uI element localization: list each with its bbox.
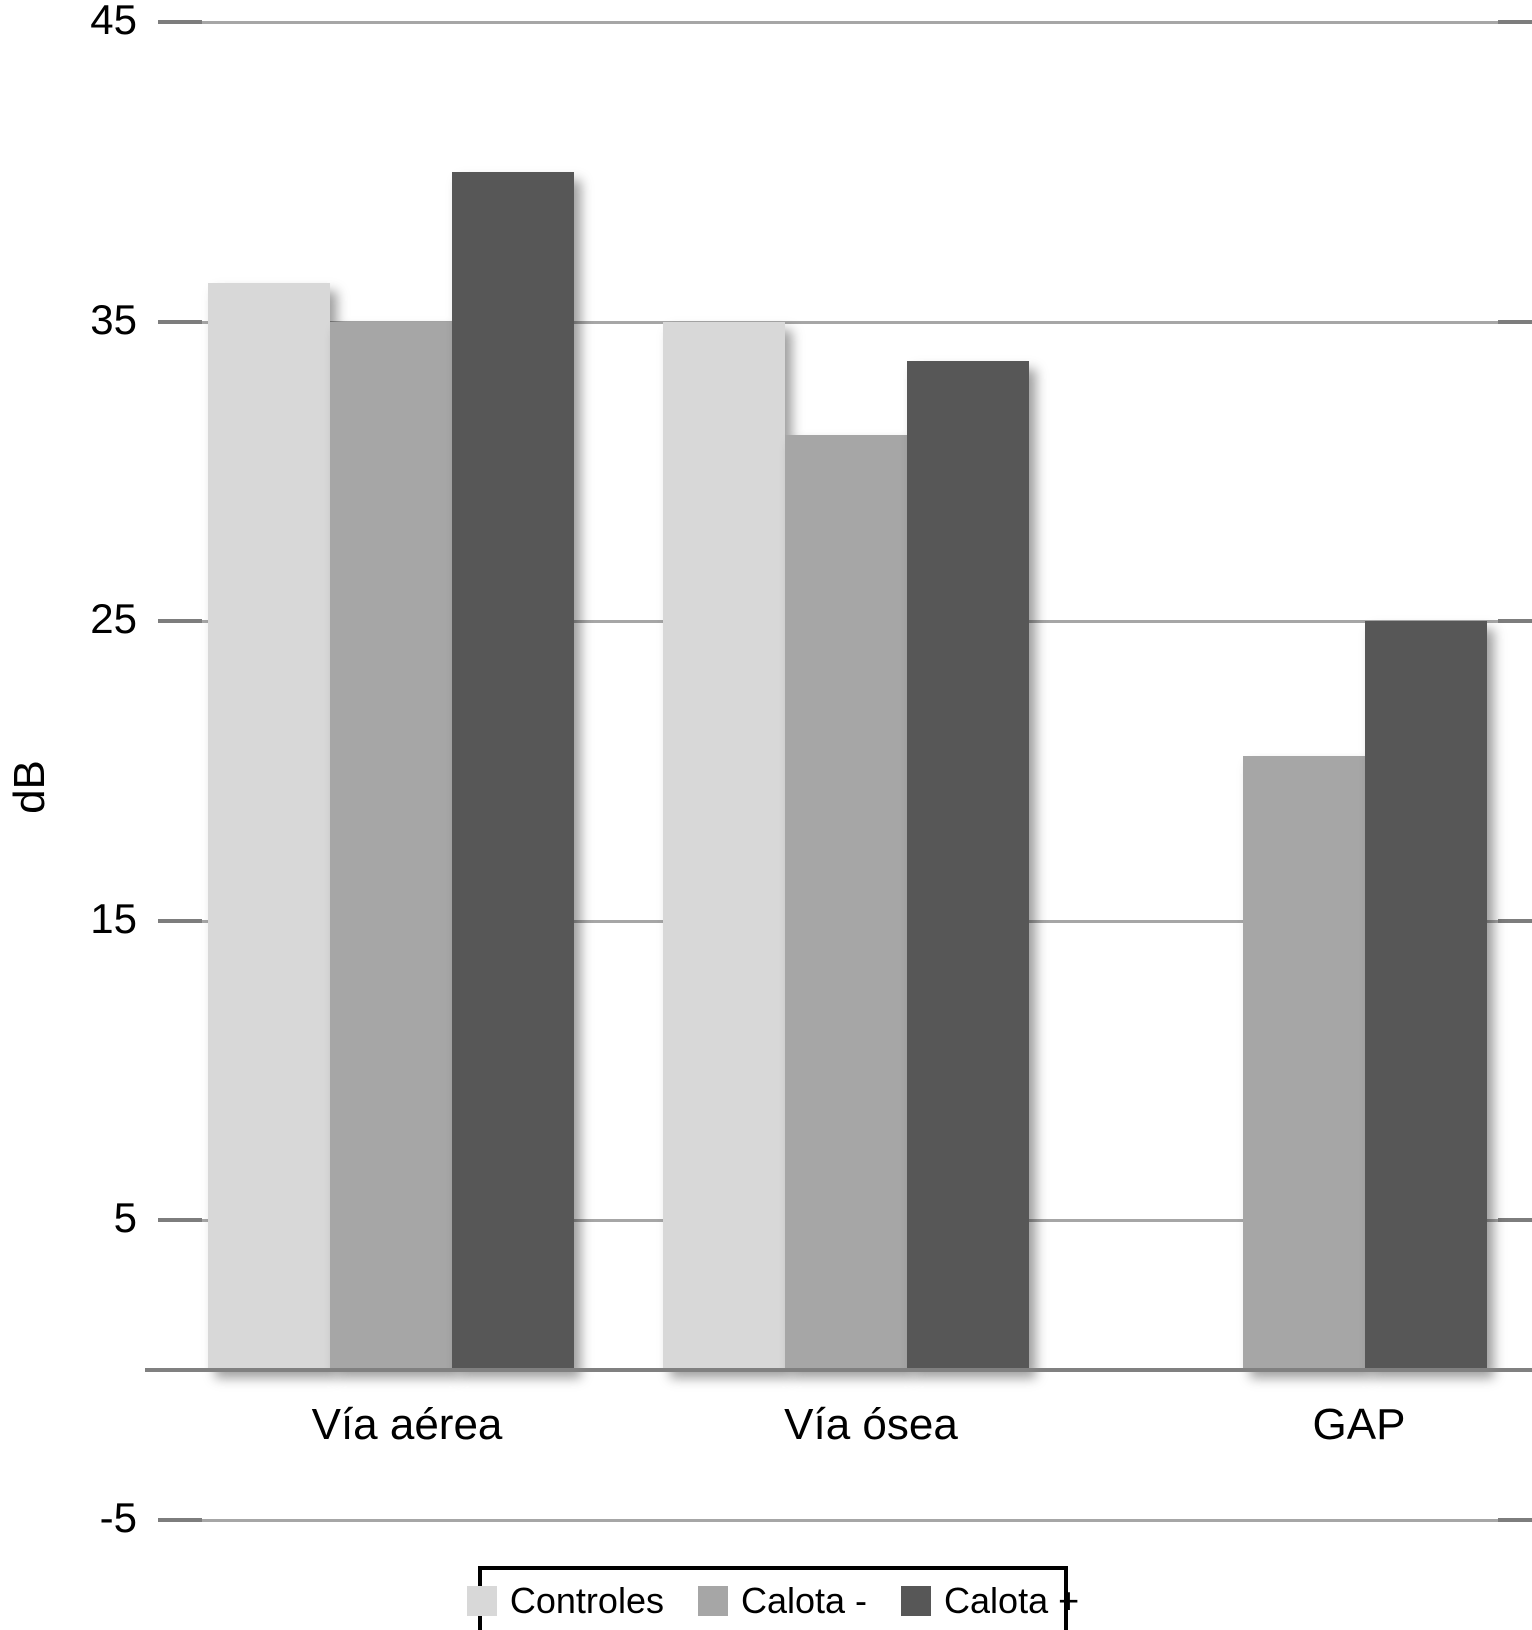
y-tick-mark-left <box>158 20 202 24</box>
y-tick-label: 25 <box>90 595 137 643</box>
y-axis-label: dB <box>5 760 54 814</box>
legend-swatch <box>901 1586 932 1616</box>
gridline--5 <box>158 1519 1532 1522</box>
legend-item-Calota-: Calota - <box>697 1580 868 1622</box>
bar-Calota--1 <box>785 435 907 1371</box>
y-tick-mark-right <box>1498 20 1532 24</box>
y-tick-label: 35 <box>90 295 137 343</box>
legend-item-Controles: Controles <box>466 1580 664 1622</box>
bar-Calota+-1 <box>907 360 1029 1371</box>
legend-swatch <box>466 1586 497 1616</box>
y-tick-mark-right <box>1498 1218 1532 1223</box>
bar-Calota+-0 <box>452 171 574 1371</box>
gridline-35 <box>158 320 1532 324</box>
bar-Controles-1 <box>663 321 785 1371</box>
category-label-1: Vía ósea <box>784 1400 958 1449</box>
legend-label: Calota + <box>944 1580 1080 1621</box>
bar-Calota--2 <box>1243 756 1365 1371</box>
y-tick-mark-left <box>158 619 202 624</box>
bar-Calota--0 <box>330 321 452 1371</box>
bar-Controles-0 <box>208 282 330 1371</box>
category-label-0: Vía aérea <box>311 1400 503 1449</box>
x-axis-line <box>145 1368 1532 1373</box>
y-tick-mark-left <box>158 319 202 324</box>
y-tick-mark-right <box>1498 918 1532 923</box>
legend-label: Calota - <box>740 1580 868 1621</box>
y-tick-mark-right <box>1498 1518 1532 1522</box>
y-tick-mark-left <box>158 1218 202 1223</box>
y-tick-mark-left <box>158 918 202 923</box>
y-tick-label: 5 <box>113 1194 137 1242</box>
y-tick-label: 15 <box>90 894 137 942</box>
legend-box: Controles Calota - Calota + <box>466 1566 1079 1630</box>
legend-item-Calota+: Calota + <box>901 1580 1079 1622</box>
y-tick-label: -5 <box>99 1494 137 1542</box>
y-tick-mark-right <box>1498 619 1532 624</box>
gridline-45 <box>158 21 1532 24</box>
y-tick-mark-left <box>158 1518 202 1522</box>
legend-label: Controles <box>509 1580 664 1621</box>
y-tick-mark-right <box>1498 319 1532 324</box>
bar-Calota+-2 <box>1365 621 1487 1371</box>
legend-swatch <box>697 1586 728 1616</box>
category-label-2: GAP <box>1312 1400 1406 1449</box>
y-tick-label: 45 <box>90 0 137 44</box>
